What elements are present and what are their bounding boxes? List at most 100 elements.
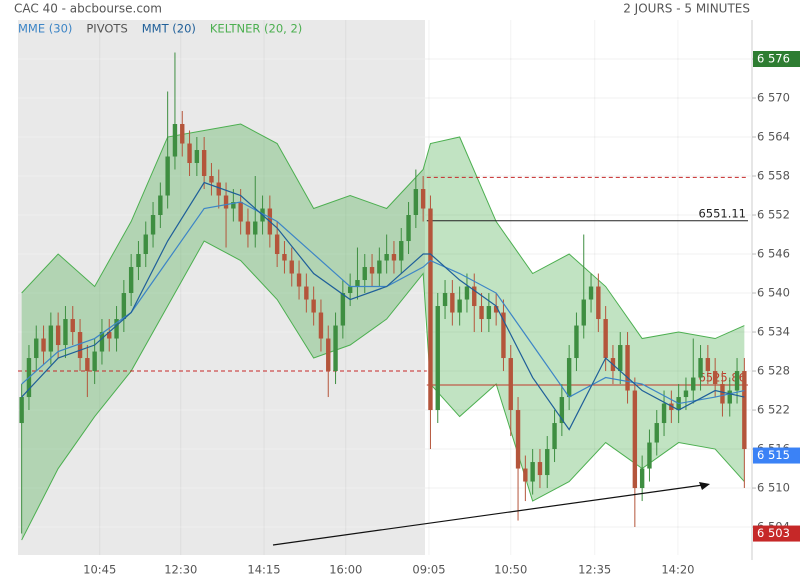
arrow-head — [699, 482, 710, 490]
candle-body — [209, 176, 214, 183]
y-tick-label: 6 552 — [757, 208, 790, 222]
candle-body — [150, 215, 156, 235]
y-tick-label: 6 510 — [757, 481, 790, 495]
trend-arrow — [272, 484, 704, 546]
candle-body — [70, 319, 75, 333]
candle-body — [712, 371, 718, 385]
candle-body — [486, 306, 492, 320]
candle-body — [399, 241, 404, 261]
y-tick-label: 6 570 — [757, 91, 790, 105]
candle-body — [442, 293, 448, 307]
candle-body — [369, 267, 375, 274]
candle-body — [216, 182, 221, 196]
x-tick-label: 14:20 — [661, 563, 694, 577]
candle-body — [501, 312, 506, 359]
candle-body — [523, 468, 528, 482]
candle-body — [457, 299, 462, 313]
candle-body — [661, 403, 667, 424]
candle-body — [121, 293, 127, 320]
candle-body — [19, 397, 24, 424]
candle-body — [493, 306, 499, 313]
candle-body — [318, 312, 324, 339]
candle-body — [311, 299, 316, 313]
candle-body — [172, 124, 178, 157]
pivot-label: 6551.11 — [698, 206, 746, 220]
candle-body — [588, 286, 594, 300]
candle-body — [647, 442, 652, 469]
moving-average — [21, 181, 745, 431]
candle-body — [63, 319, 68, 346]
candle-body — [581, 299, 586, 326]
candle-body — [574, 325, 579, 359]
y-tick-label: 6 534 — [757, 325, 790, 339]
candle-body — [296, 273, 302, 287]
candle-body — [545, 449, 550, 476]
candle-body — [180, 124, 185, 144]
candle-body — [231, 202, 236, 209]
candle-body — [413, 189, 419, 216]
candle-body — [55, 325, 61, 346]
candle-body — [289, 260, 294, 274]
candle-body — [136, 254, 141, 268]
candle-body — [654, 423, 659, 443]
candle-body — [41, 338, 46, 352]
candle-body — [384, 254, 389, 261]
x-tick-label: 12:30 — [164, 563, 197, 577]
x-tick-label: 16:00 — [329, 563, 362, 577]
candle-body — [85, 358, 90, 372]
candle-body — [727, 390, 732, 404]
candle-body — [274, 234, 280, 255]
chart-title: CAC 40 - abcbourse.com — [14, 2, 162, 16]
candle-body — [406, 215, 411, 242]
candle-body — [158, 195, 163, 216]
candle-body — [347, 286, 353, 294]
candle-body — [618, 345, 623, 372]
candle-body — [377, 260, 382, 274]
candle-body — [450, 293, 455, 313]
candle-body — [282, 254, 287, 261]
candle-body — [128, 267, 134, 294]
legend-item: MMT (20) — [142, 22, 196, 36]
x-tick-label: 12:35 — [578, 563, 611, 577]
candle-body — [720, 384, 725, 404]
candle-body — [304, 286, 309, 300]
legend-item: MME (30) — [18, 22, 72, 36]
candle-body — [194, 150, 200, 164]
price-tag — [753, 447, 800, 464]
candle-body — [479, 306, 484, 320]
price-tag — [753, 525, 800, 542]
keltner-lower — [21, 240, 745, 541]
candle-body — [165, 156, 170, 196]
candle-body — [734, 371, 740, 391]
candle-body — [472, 286, 477, 307]
legend-item: PIVOTS — [86, 22, 127, 36]
price-tag-label: 6 503 — [757, 526, 790, 540]
candle-body — [742, 371, 747, 450]
candle-body — [596, 286, 601, 320]
candle-body — [639, 468, 645, 489]
candle-body — [253, 221, 258, 235]
candle-body — [530, 462, 535, 482]
candle-body — [683, 390, 689, 398]
y-tick-label: 6 558 — [757, 169, 790, 183]
candle-body — [355, 280, 360, 287]
candle-body — [632, 390, 638, 489]
x-tick-label: 10:50 — [494, 563, 527, 577]
candle-body — [552, 423, 557, 450]
candle-body — [326, 338, 331, 372]
legend: MME (30) PIVOTS MMT (20) KELTNER (20, 2) — [18, 22, 302, 36]
candle-body — [333, 325, 338, 372]
candle-body — [201, 150, 207, 177]
candle-body — [187, 143, 192, 164]
candle-body — [99, 332, 105, 352]
candle-body — [420, 189, 426, 209]
candle-body — [391, 254, 397, 261]
candle-body — [362, 267, 367, 281]
y-tick-label: 6 546 — [757, 247, 790, 261]
candle-body — [114, 319, 119, 339]
candle-body — [691, 377, 696, 391]
candle-body — [537, 462, 543, 476]
candle-body — [92, 351, 97, 372]
candle-body — [515, 410, 521, 469]
